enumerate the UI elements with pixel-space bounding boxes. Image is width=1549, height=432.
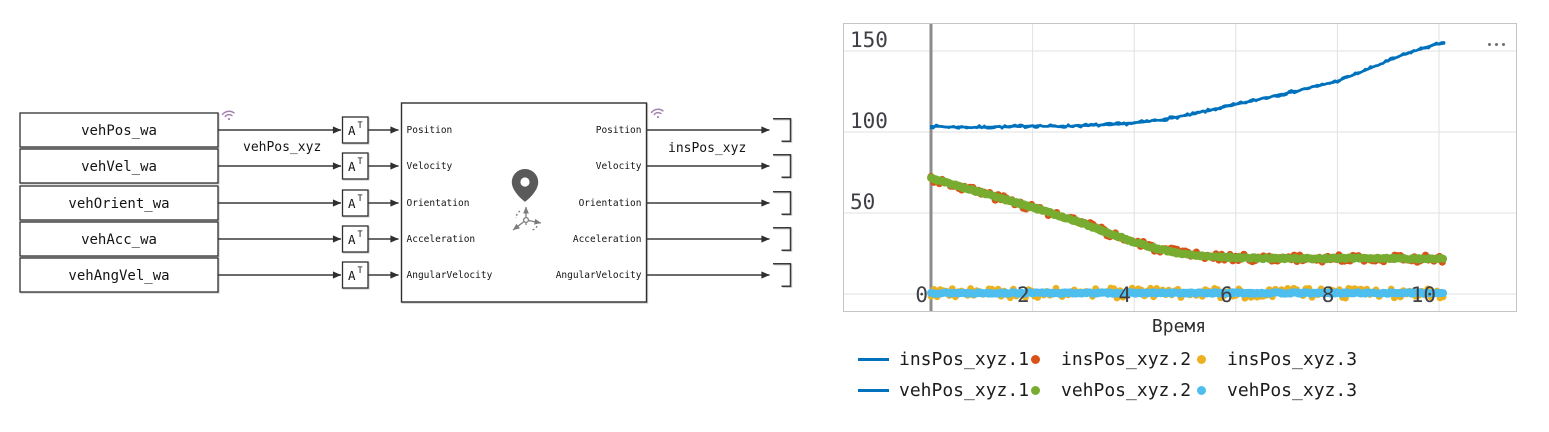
block-vehOrient-wa[interactable] xyxy=(19,185,219,221)
legend-item-vehPos-xyz-2[interactable]: vehPos_xyz.2 xyxy=(1020,378,1191,402)
legend-label: vehPos_xyz.3 xyxy=(1227,379,1358,401)
legend-dot-swatch xyxy=(1020,354,1051,364)
transpose-block[interactable]: A T xyxy=(341,225,369,253)
x-tick-label: 2 xyxy=(1017,283,1030,307)
transpose-sup: T xyxy=(358,121,363,131)
ins-input-ports: Position Velocity Orientation Accelerati… xyxy=(407,125,493,281)
legend-item-insPos-xyz-3[interactable]: insPos_xyz.3 xyxy=(1186,347,1357,371)
out-bus-port[interactable] xyxy=(773,118,792,142)
axes-triad-icon xyxy=(512,206,542,231)
wireless-log-icon xyxy=(650,107,665,120)
port-label: Acceleration xyxy=(573,234,642,245)
transpose-base: A xyxy=(348,159,356,174)
signal-name-label[interactable]: insPos_xyz xyxy=(668,141,746,156)
transpose-base: A xyxy=(348,123,356,138)
port-label: Velocity xyxy=(407,161,453,172)
transpose-sup: T xyxy=(358,194,363,204)
legend-dot-swatch xyxy=(1186,385,1217,395)
block-label: vehAngVel_wa xyxy=(68,268,169,284)
signal-name-label[interactable]: vehPos_xyz xyxy=(243,140,321,155)
series-vehPos_xyz.3[interactable] xyxy=(927,288,1448,298)
transpose-block[interactable]: A T xyxy=(341,261,369,289)
port-label: Velocity xyxy=(596,161,642,172)
legend-dot-swatch xyxy=(1186,354,1217,364)
block-vehPos-wa[interactable] xyxy=(19,112,219,148)
legend-label: vehPos_xyz.1 xyxy=(899,379,1030,401)
x-tick-label: 4 xyxy=(1119,283,1132,307)
wires-in xyxy=(218,126,342,279)
chart-menu-button[interactable] xyxy=(1485,40,1508,49)
out-bus-port[interactable] xyxy=(773,191,792,215)
x-tick-label: 10 xyxy=(1411,283,1436,307)
out-bus-port[interactable] xyxy=(773,154,792,178)
port-label: AngularVelocity xyxy=(407,270,493,281)
block-label: vehVel_wa xyxy=(81,159,157,175)
transpose-sup: T xyxy=(358,266,363,276)
legend-line-swatch xyxy=(858,357,889,361)
transpose-block[interactable]: A T xyxy=(341,152,369,180)
y-tick-label: 150 xyxy=(850,28,888,52)
port-label: Orientation xyxy=(407,198,470,209)
legend-item-insPos-xyz-2[interactable]: insPos_xyz.2 xyxy=(1020,347,1191,371)
ellipsis-dot-icon xyxy=(1495,43,1498,46)
transpose-block[interactable]: A T xyxy=(341,116,369,144)
port-label: AngularVelocity xyxy=(556,270,642,281)
block-label: vehAcc_wa xyxy=(81,232,157,248)
transpose-base: A xyxy=(348,268,356,283)
port-label: Position xyxy=(596,125,642,136)
legend-item-insPos-xyz-1[interactable]: insPos_xyz.1 xyxy=(858,347,1029,371)
block-label: vehPos_wa xyxy=(81,123,157,139)
out-bus-port[interactable] xyxy=(773,227,792,251)
ellipsis-dot-icon xyxy=(1502,43,1505,46)
port-label: Acceleration xyxy=(407,234,476,245)
transpose-base: A xyxy=(348,196,356,211)
out-ports xyxy=(773,118,792,287)
port-label: Position xyxy=(407,125,453,136)
ins-output-ports: Position Velocity Orientation Accelerati… xyxy=(556,125,642,281)
x-tick-label: 6 xyxy=(1220,283,1233,307)
legend-item-vehPos-xyz-1[interactable]: vehPos_xyz.1 xyxy=(858,378,1029,402)
ins-block[interactable] xyxy=(400,102,648,303)
chart-canvas[interactable]: 150 100 50 0 2 4 6 8 10 xyxy=(844,24,1516,311)
legend-label: vehPos_xyz.2 xyxy=(1061,379,1192,401)
y-tick-label: 50 xyxy=(850,190,875,214)
signal-chart-plot[interactable]: 150 100 50 0 2 4 6 8 10 xyxy=(843,23,1517,312)
wireless-log-icon xyxy=(221,109,236,122)
out-bus-port[interactable] xyxy=(773,263,792,287)
port-label: Orientation xyxy=(579,198,642,209)
transpose-sup: T xyxy=(358,230,363,240)
legend-label: insPos_xyz.2 xyxy=(1061,348,1192,370)
x-tick-label: 8 xyxy=(1322,283,1335,307)
source-blocks: vehPos_wa vehVel_wa vehOrient_wa vehAcc_… xyxy=(19,112,219,293)
legend-item-vehPos-xyz-3[interactable]: vehPos_xyz.3 xyxy=(1186,378,1357,402)
block-vehAngVel-wa[interactable] xyxy=(19,257,219,293)
transpose-base: A xyxy=(348,232,356,247)
legend-label: insPos_xyz.1 xyxy=(899,348,1030,370)
ellipsis-dot-icon xyxy=(1488,43,1491,46)
series-insPos_xyz.1[interactable] xyxy=(929,41,1446,130)
wires-mid xyxy=(368,126,399,279)
location-pin-icon xyxy=(511,169,539,202)
legend-label: insPos_xyz.3 xyxy=(1227,348,1358,370)
block-label: vehOrient_wa xyxy=(68,196,169,212)
block-vehVel-wa[interactable] xyxy=(19,148,219,184)
x-tick-label: 0 xyxy=(915,283,928,307)
legend-dot-swatch xyxy=(1020,385,1051,395)
series-vehPos_xyz.2[interactable] xyxy=(927,173,1448,264)
block-diagram: vehPos_wa vehVel_wa vehOrient_wa vehAcc_… xyxy=(19,102,792,303)
transpose-blocks: A T A T A T A T A T xyxy=(341,116,369,289)
wires-out xyxy=(646,126,770,279)
x-axis-title: Время xyxy=(1151,316,1207,337)
y-tick-label: 100 xyxy=(850,109,888,133)
transpose-sup: T xyxy=(358,157,363,167)
transpose-block[interactable]: A T xyxy=(341,189,369,217)
legend-line-swatch xyxy=(858,388,889,392)
